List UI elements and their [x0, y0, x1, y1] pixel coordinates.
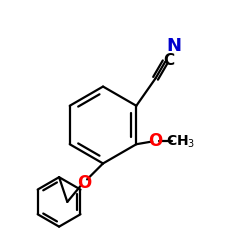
Text: CH$_3$: CH$_3$: [166, 133, 195, 150]
Text: N: N: [166, 37, 181, 55]
Text: O: O: [148, 132, 163, 150]
Text: C: C: [163, 53, 174, 68]
Text: O: O: [77, 174, 91, 192]
